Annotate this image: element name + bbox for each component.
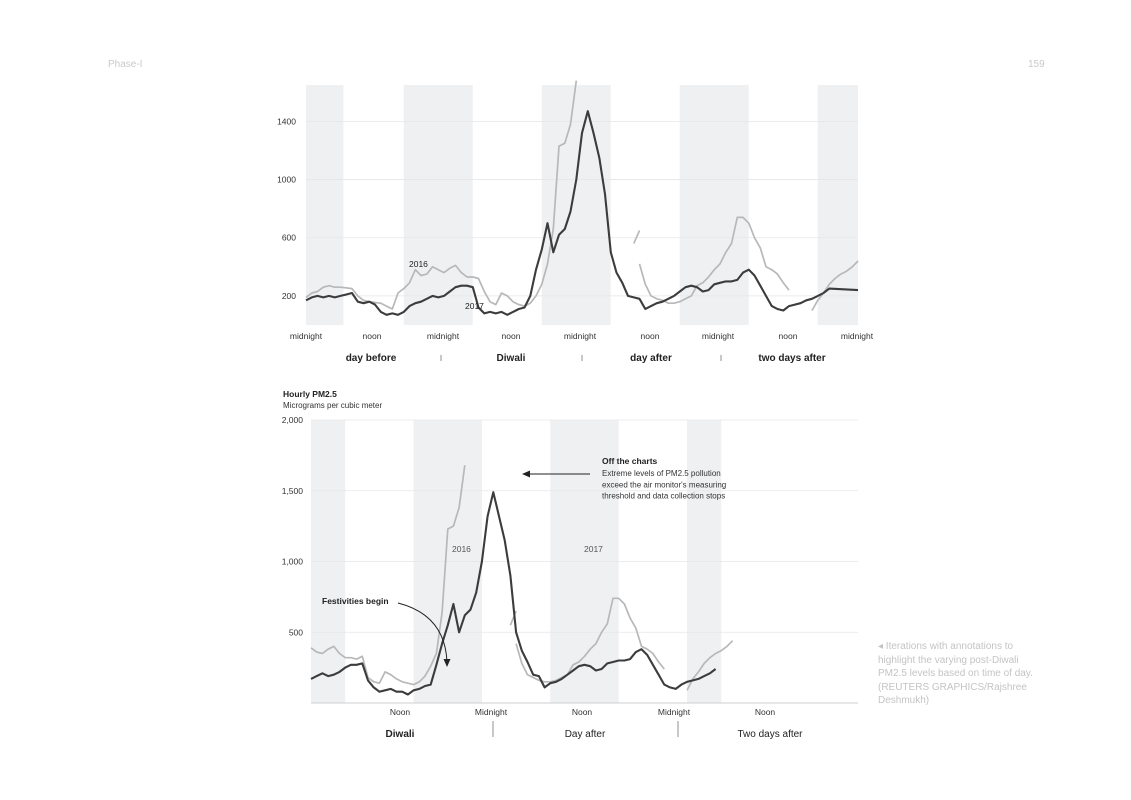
x-tick-label: Noon bbox=[755, 707, 776, 717]
x-tick-label: Midnight bbox=[475, 707, 508, 717]
day-label: day after bbox=[630, 353, 672, 364]
page-number: 159 bbox=[1028, 59, 1045, 70]
annotation-off-charts-title: Off the charts bbox=[602, 456, 658, 466]
annotation-arrowhead bbox=[443, 659, 451, 667]
x-tick-label: midnight bbox=[702, 331, 735, 341]
annotation-festivities: Festivities begin bbox=[322, 596, 389, 606]
night-band bbox=[306, 85, 344, 325]
x-tick-label: midnight bbox=[427, 331, 460, 341]
x-tick-label: midnight bbox=[290, 331, 323, 341]
y-tick-label: 1,500 bbox=[282, 486, 304, 496]
annotation-curve-arrow bbox=[397, 602, 448, 663]
y-tick-label: 1000 bbox=[277, 175, 296, 185]
x-tick-label: noon bbox=[502, 331, 521, 341]
series-label-2016: 2016 bbox=[409, 259, 428, 269]
day-label: Diwali bbox=[497, 353, 526, 364]
moon-icon: ☾ bbox=[396, 426, 409, 442]
y-tick-label: 1,000 bbox=[282, 557, 304, 567]
series-label-2017: 2017 bbox=[584, 544, 603, 554]
series-line-2017 bbox=[305, 110, 859, 316]
y-tick-label: 1400 bbox=[277, 116, 296, 126]
series-label-2017: 2017 bbox=[465, 301, 484, 311]
night-band bbox=[817, 85, 858, 325]
series-line-2016 bbox=[305, 80, 578, 310]
series-line-2016 bbox=[686, 640, 734, 691]
day-label: Day after bbox=[565, 729, 606, 740]
series-line-2016 bbox=[633, 230, 641, 244]
series-line-2017 bbox=[310, 491, 717, 696]
day-label: day before bbox=[346, 353, 397, 364]
night-band bbox=[541, 85, 611, 325]
x-tick-label: noon bbox=[363, 331, 382, 341]
series-line-2016 bbox=[310, 465, 466, 686]
y-tick-label: 600 bbox=[282, 233, 296, 243]
annotation-off-charts-text: threshold and data collection stops bbox=[602, 492, 725, 501]
annotation-off-charts-text: Extreme levels of PM2.5 pollution bbox=[602, 469, 721, 478]
x-tick-label: Midnight bbox=[658, 707, 691, 717]
day-label: Two days after bbox=[737, 729, 803, 740]
y-tick-label: 200 bbox=[282, 291, 296, 301]
series-label-2016: 2016 bbox=[452, 544, 471, 554]
annotation-arrowhead bbox=[522, 470, 530, 478]
x-tick-label: midnight bbox=[564, 331, 597, 341]
chart-title: Hourly PM2.5 bbox=[283, 389, 337, 399]
y-tick-label: 2,000 bbox=[282, 415, 304, 425]
chart-subtitle: Micrograms per cubic meter bbox=[283, 401, 382, 410]
x-tick-label: noon bbox=[641, 331, 660, 341]
x-tick-label: Noon bbox=[390, 707, 411, 717]
day-label: two days after bbox=[758, 353, 825, 364]
series-line-2016 bbox=[811, 260, 859, 311]
day-label: Diwali bbox=[386, 729, 415, 740]
moon-icon: ☾ bbox=[533, 426, 546, 442]
y-tick-label: 500 bbox=[289, 627, 303, 637]
running-header: Phase-I bbox=[108, 59, 143, 70]
x-tick-label: noon bbox=[779, 331, 798, 341]
x-tick-label: midnight bbox=[841, 331, 874, 341]
x-tick-label: Noon bbox=[572, 707, 593, 717]
figure-caption: ◂ Iterations with annotations to highlig… bbox=[878, 641, 1033, 706]
annotation-off-charts-text: exceed the air monitor's measuring bbox=[602, 480, 726, 489]
